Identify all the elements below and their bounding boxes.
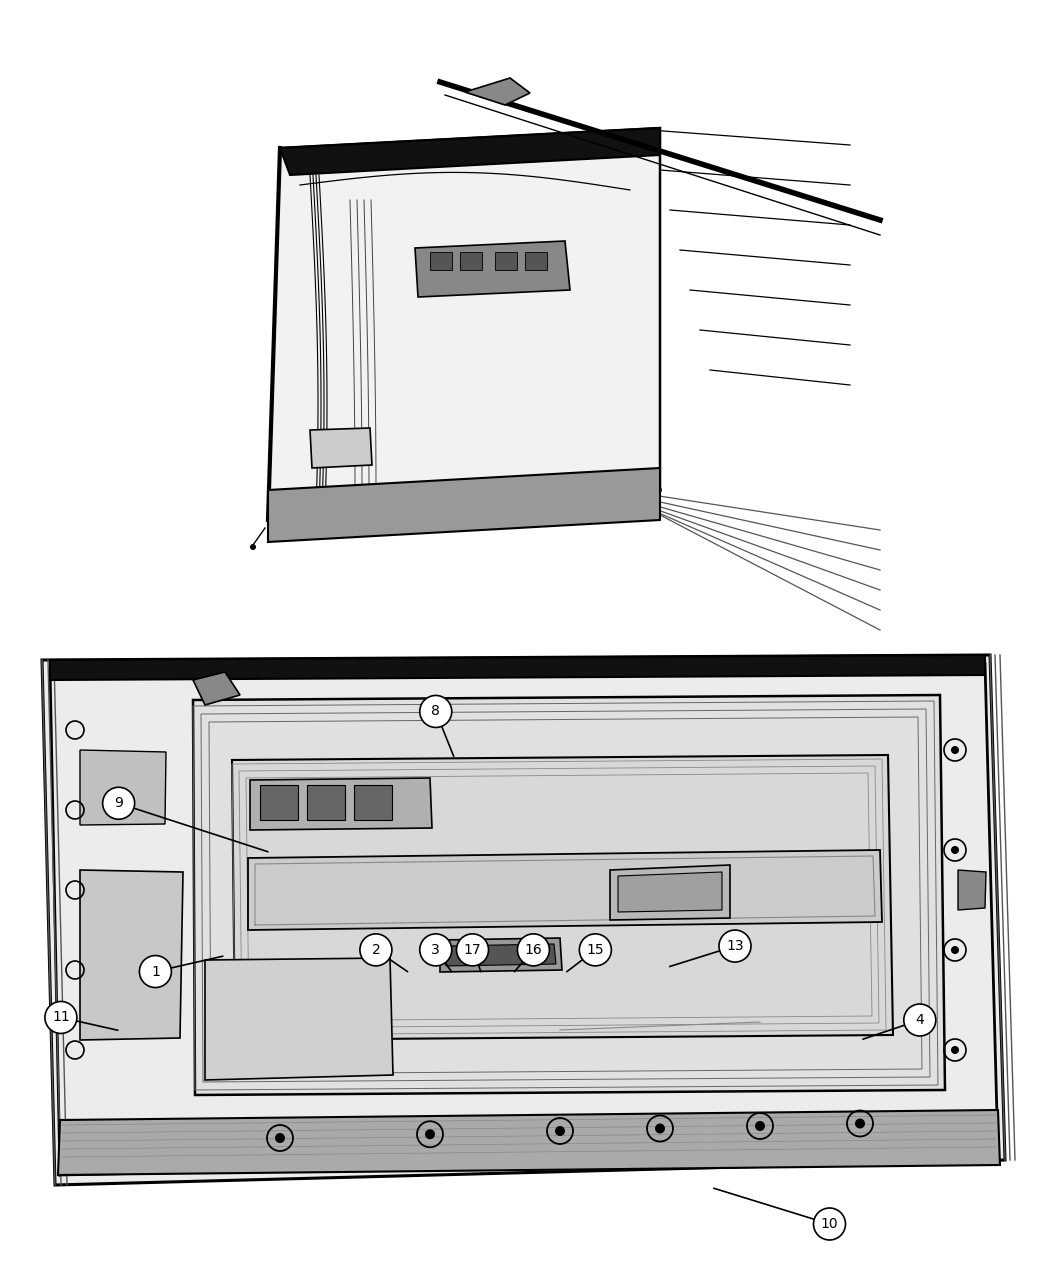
Circle shape <box>814 1207 845 1241</box>
Text: 8: 8 <box>432 705 440 718</box>
Text: 16: 16 <box>525 944 542 956</box>
Polygon shape <box>280 128 660 175</box>
Text: 9: 9 <box>114 797 123 810</box>
Polygon shape <box>958 870 986 910</box>
Bar <box>354 785 392 820</box>
Polygon shape <box>80 750 166 825</box>
Polygon shape <box>58 1111 1000 1176</box>
Text: 3: 3 <box>432 944 440 956</box>
Circle shape <box>140 955 171 988</box>
Polygon shape <box>232 755 892 1040</box>
Circle shape <box>655 1123 665 1133</box>
Circle shape <box>580 933 611 966</box>
Bar <box>525 252 547 270</box>
Polygon shape <box>248 850 882 929</box>
Circle shape <box>420 695 451 728</box>
Text: 10: 10 <box>821 1218 838 1230</box>
Polygon shape <box>465 78 530 105</box>
Polygon shape <box>446 944 556 966</box>
Circle shape <box>457 933 488 966</box>
Circle shape <box>951 1046 959 1054</box>
Polygon shape <box>440 938 562 972</box>
Text: 4: 4 <box>916 1014 924 1026</box>
Polygon shape <box>268 468 660 542</box>
Circle shape <box>719 929 751 963</box>
Circle shape <box>420 933 451 966</box>
Text: 1: 1 <box>151 965 160 978</box>
Bar <box>260 785 298 820</box>
Circle shape <box>425 1130 435 1140</box>
Polygon shape <box>80 870 183 1040</box>
Circle shape <box>951 746 959 754</box>
Text: 11: 11 <box>52 1011 69 1024</box>
Polygon shape <box>42 655 1005 1184</box>
Circle shape <box>275 1133 285 1142</box>
Circle shape <box>518 933 549 966</box>
Circle shape <box>904 1003 936 1037</box>
Circle shape <box>250 544 256 550</box>
Text: 2: 2 <box>372 944 380 956</box>
Text: 13: 13 <box>727 940 743 952</box>
Circle shape <box>555 1126 565 1136</box>
Polygon shape <box>250 778 432 830</box>
Bar <box>495 252 517 270</box>
Polygon shape <box>205 958 393 1080</box>
Bar <box>430 252 452 270</box>
Circle shape <box>855 1118 865 1128</box>
Polygon shape <box>193 695 945 1095</box>
Circle shape <box>45 1001 77 1034</box>
Circle shape <box>951 847 959 854</box>
Text: 15: 15 <box>587 944 604 956</box>
Circle shape <box>360 933 392 966</box>
Polygon shape <box>193 672 240 705</box>
Bar <box>307 785 345 820</box>
Polygon shape <box>610 864 730 921</box>
Polygon shape <box>50 655 985 680</box>
Circle shape <box>951 946 959 954</box>
Polygon shape <box>310 428 372 468</box>
Polygon shape <box>415 241 570 297</box>
Polygon shape <box>268 128 660 520</box>
Circle shape <box>755 1121 765 1131</box>
Bar <box>460 252 482 270</box>
Polygon shape <box>618 872 722 912</box>
Text: 17: 17 <box>464 944 481 956</box>
Circle shape <box>103 787 134 820</box>
